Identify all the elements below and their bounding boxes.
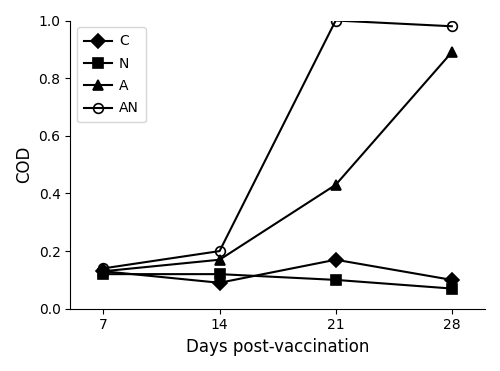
C — [449, 278, 455, 282]
N — [332, 278, 338, 282]
C — [100, 269, 106, 273]
Line: C: C — [98, 255, 456, 288]
AN — [100, 266, 106, 270]
A — [100, 269, 106, 273]
A — [449, 50, 455, 55]
AN — [449, 24, 455, 29]
X-axis label: Days post-vaccination: Days post-vaccination — [186, 338, 370, 356]
Line: N: N — [98, 269, 456, 293]
AN — [216, 249, 222, 253]
Legend: C, N, A, AN: C, N, A, AN — [77, 27, 146, 122]
AN — [332, 18, 338, 23]
N — [100, 272, 106, 276]
A — [216, 257, 222, 262]
N — [216, 272, 222, 276]
C — [332, 257, 338, 262]
A — [332, 183, 338, 187]
Line: AN: AN — [98, 16, 456, 273]
Line: A: A — [98, 47, 456, 276]
Y-axis label: COD: COD — [15, 146, 33, 183]
N — [449, 286, 455, 291]
C — [216, 280, 222, 285]
